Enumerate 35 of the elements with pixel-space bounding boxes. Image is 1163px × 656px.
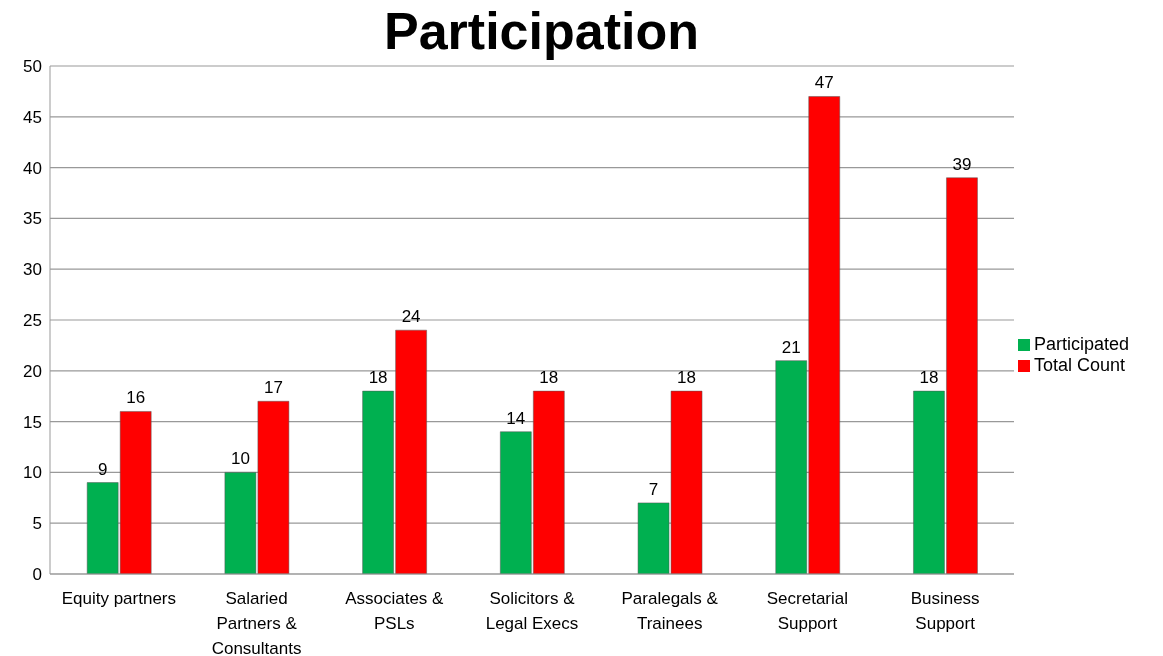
y-tick-label: 35 <box>23 209 42 229</box>
y-tick-label: 30 <box>23 260 42 280</box>
x-tick-label: Salaried Partners & Consultants <box>211 589 302 656</box>
x-tick-label: Associates & PSLs <box>345 589 445 633</box>
y-tick-label: 0 <box>32 565 42 585</box>
data-label: 18 <box>919 368 939 388</box>
x-tick-label: Paralegals & Trainees <box>621 589 719 633</box>
data-label: 17 <box>263 378 283 398</box>
x-tick-label: Secretarial Support <box>766 589 849 633</box>
data-label: 47 <box>814 73 834 93</box>
data-label: 14 <box>506 408 526 428</box>
y-tick-label: 40 <box>23 158 42 178</box>
y-tick-label: 45 <box>23 107 42 127</box>
x-tick-label: Business Support <box>910 589 980 633</box>
chart-title: Participation <box>383 1 700 60</box>
data-label: 16 <box>126 388 146 408</box>
data-label: 7 <box>648 479 659 499</box>
y-tick-label: 15 <box>23 412 42 432</box>
data-label: 39 <box>952 154 972 174</box>
y-tick-label: 25 <box>23 311 42 331</box>
x-tick-label: Equity partners <box>61 589 177 608</box>
data-label: 18 <box>539 368 559 388</box>
data-label: 10 <box>230 449 250 469</box>
data-label: 21 <box>781 337 801 357</box>
y-tick-label: 50 <box>23 57 42 77</box>
y-tick-label: 5 <box>32 514 42 534</box>
data-label: 9 <box>97 459 108 479</box>
y-tick-label: 10 <box>23 463 42 483</box>
y-tick-label: 20 <box>23 361 42 381</box>
data-label: 24 <box>401 307 421 327</box>
data-label: 18 <box>368 368 388 388</box>
legend-label: Participated <box>1034 334 1130 354</box>
data-label: 18 <box>677 368 696 388</box>
legend-label: Total Count <box>1034 355 1126 375</box>
x-tick-label: Solicitors & Legal Execs <box>485 589 579 633</box>
